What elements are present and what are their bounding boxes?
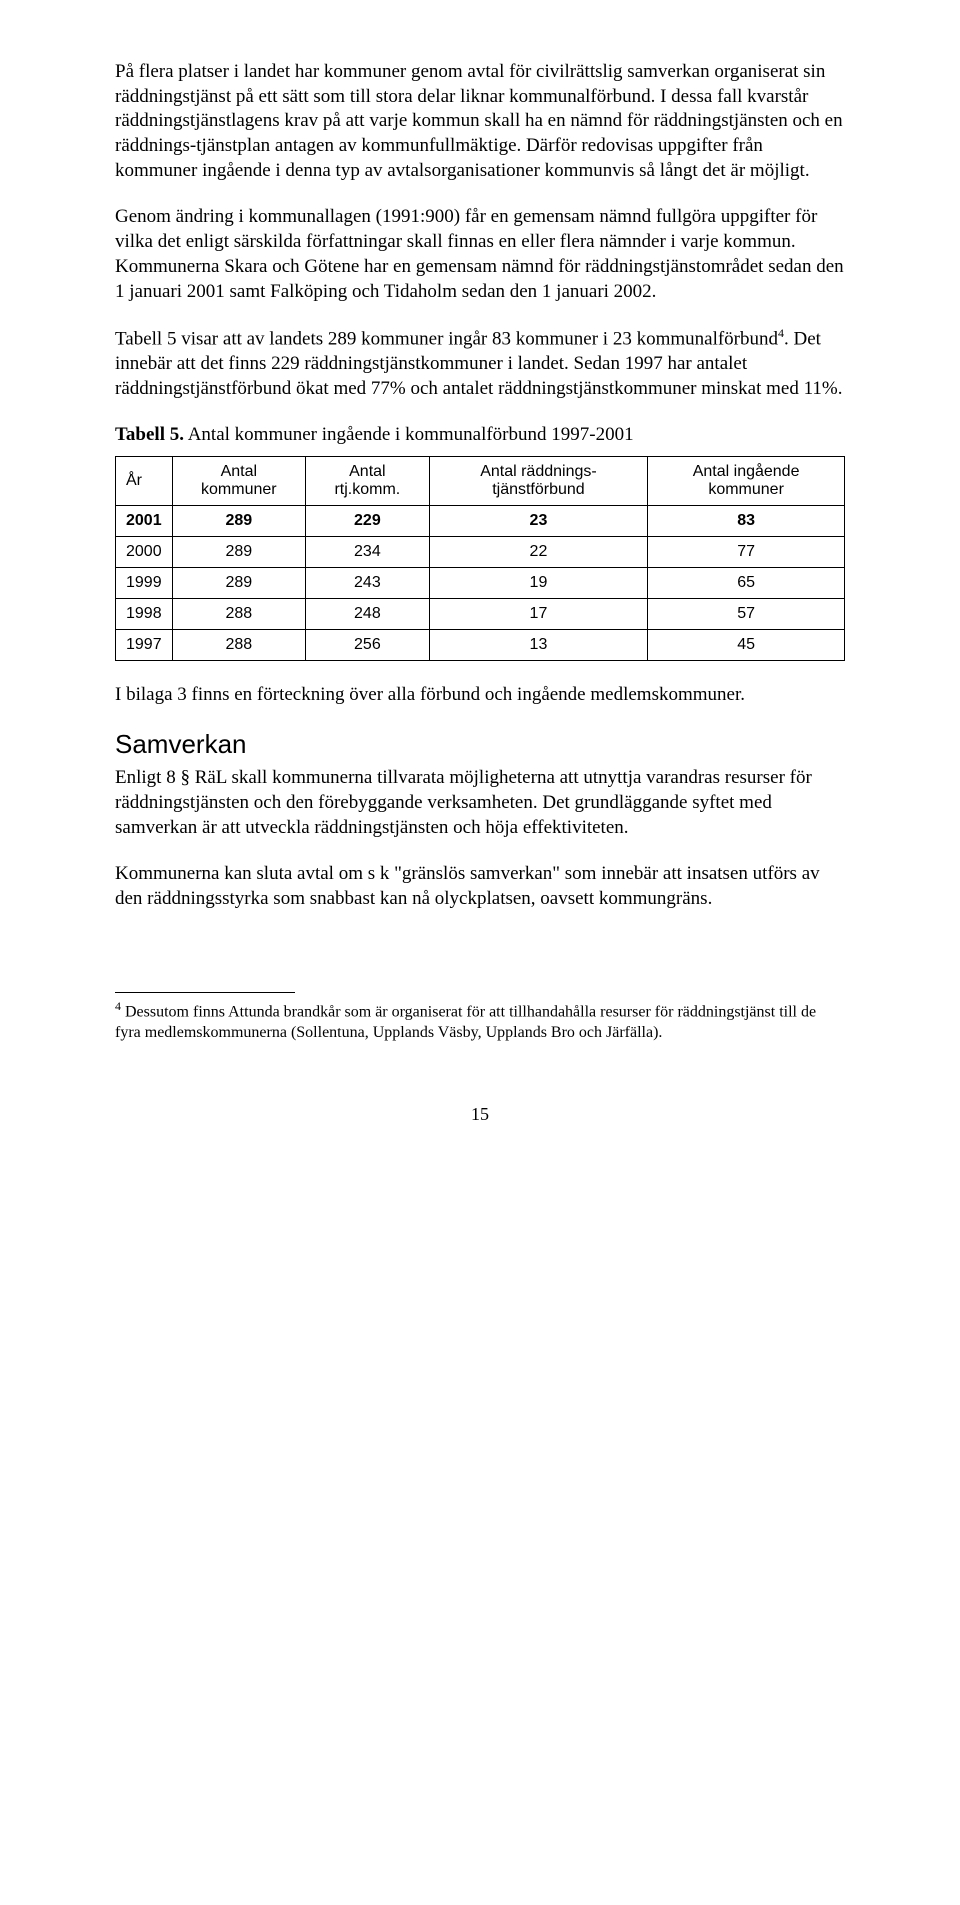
table-cell: 23 bbox=[429, 505, 648, 536]
table-5-caption-text: Antal kommuner ingående i kommunalförbun… bbox=[184, 424, 634, 445]
table-cell: 289 bbox=[172, 567, 305, 598]
table-cell: 22 bbox=[429, 536, 648, 567]
table-cell: 45 bbox=[648, 629, 845, 660]
table-5-caption: Tabell 5. Antal kommuner ingående i komm… bbox=[115, 424, 845, 446]
table-cell: 1997 bbox=[116, 629, 173, 660]
table-header-antal-raddningsforbund: Antal räddnings-tjänstförbund bbox=[429, 456, 648, 505]
table-cell: 289 bbox=[172, 505, 305, 536]
table-cell: 77 bbox=[648, 536, 845, 567]
table-cell: 83 bbox=[648, 505, 845, 536]
table-cell: 229 bbox=[306, 505, 430, 536]
table-row: 20002892342277 bbox=[116, 536, 845, 567]
table-row: 19972882561345 bbox=[116, 629, 845, 660]
paragraph-6: Kommunerna kan sluta avtal om s k "gräns… bbox=[115, 862, 845, 911]
section-heading-samverkan: Samverkan bbox=[115, 729, 845, 760]
table-5: År Antal kommuner Antal rtj.komm. Antal … bbox=[115, 456, 845, 661]
table-header-antal-ingaende: Antal ingående kommuner bbox=[648, 456, 845, 505]
table-row: 19992892431965 bbox=[116, 567, 845, 598]
table-cell: 256 bbox=[306, 629, 430, 660]
paragraph-5: Enligt 8 § RäL skall kommunerna tillvara… bbox=[115, 766, 845, 840]
table-header-row: År Antal kommuner Antal rtj.komm. Antal … bbox=[116, 456, 845, 505]
table-cell: 57 bbox=[648, 598, 845, 629]
table-cell: 2000 bbox=[116, 536, 173, 567]
table-header-antal-rtjkomm: Antal rtj.komm. bbox=[306, 456, 430, 505]
table-header-antal-kommuner: Antal kommuner bbox=[172, 456, 305, 505]
footnote-separator bbox=[115, 992, 295, 993]
table-cell: 289 bbox=[172, 536, 305, 567]
table-cell: 19 bbox=[429, 567, 648, 598]
table-cell: 288 bbox=[172, 598, 305, 629]
paragraph-1: På flera platser i landet har kommuner g… bbox=[115, 60, 845, 183]
paragraph-4: I bilaga 3 finns en förteckning över all… bbox=[115, 683, 845, 708]
table-cell: 248 bbox=[306, 598, 430, 629]
page-number: 15 bbox=[115, 1104, 845, 1125]
footnote-4: 4 Dessutom finns Attunda brandkår som är… bbox=[115, 999, 845, 1044]
table-header-year: År bbox=[116, 456, 173, 505]
table-row: 19982882481757 bbox=[116, 598, 845, 629]
document-page: På flera platser i landet har kommuner g… bbox=[0, 0, 960, 1185]
table-cell: 1998 bbox=[116, 598, 173, 629]
table-cell: 243 bbox=[306, 567, 430, 598]
paragraph-3a: Tabell 5 visar att av landets 289 kommun… bbox=[115, 329, 778, 350]
footnote-4-text: Dessutom finns Attunda brandkår som är o… bbox=[115, 1003, 816, 1041]
table-cell: 65 bbox=[648, 567, 845, 598]
table-cell: 17 bbox=[429, 598, 648, 629]
table-cell: 2001 bbox=[116, 505, 173, 536]
table-cell: 1999 bbox=[116, 567, 173, 598]
paragraph-2: Genom ändring i kommunallagen (1991:900)… bbox=[115, 205, 845, 304]
table-cell: 234 bbox=[306, 536, 430, 567]
table-5-caption-label: Tabell 5. bbox=[115, 424, 184, 445]
table-cell: 13 bbox=[429, 629, 648, 660]
table-row: 20012892292383 bbox=[116, 505, 845, 536]
paragraph-3: Tabell 5 visar att av landets 289 kommun… bbox=[115, 326, 845, 401]
table-cell: 288 bbox=[172, 629, 305, 660]
table-5-body: 2001289229238320002892342277199928924319… bbox=[116, 505, 845, 660]
